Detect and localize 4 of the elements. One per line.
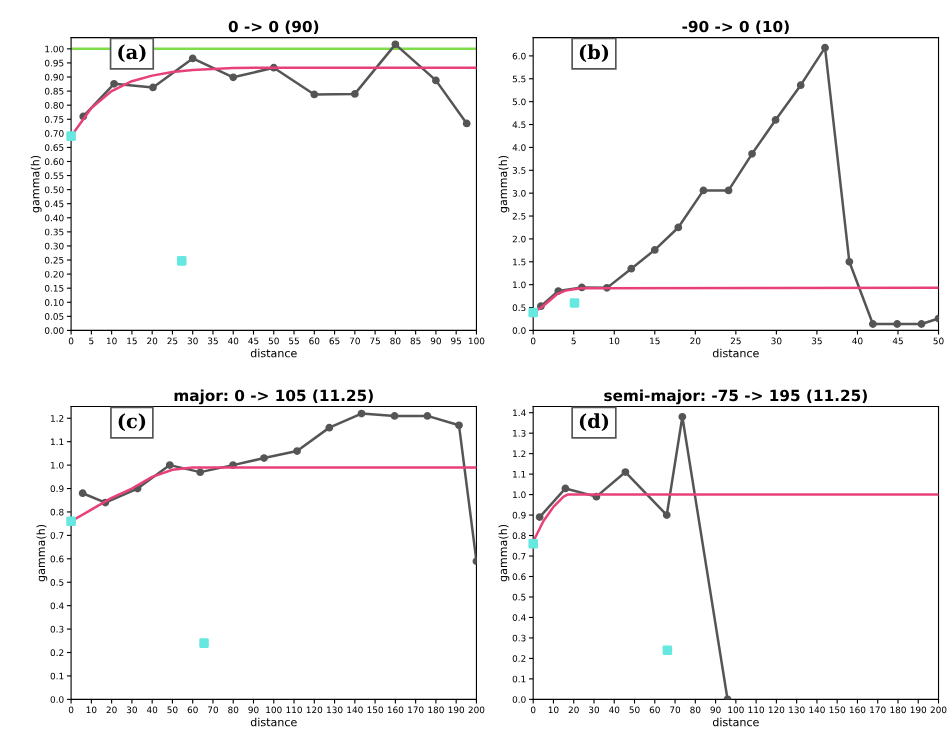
annotation: (d) [579,413,609,432]
annotation: (a) [118,44,146,63]
annotation: (c) [118,413,146,432]
annotation: (b) [579,44,609,63]
